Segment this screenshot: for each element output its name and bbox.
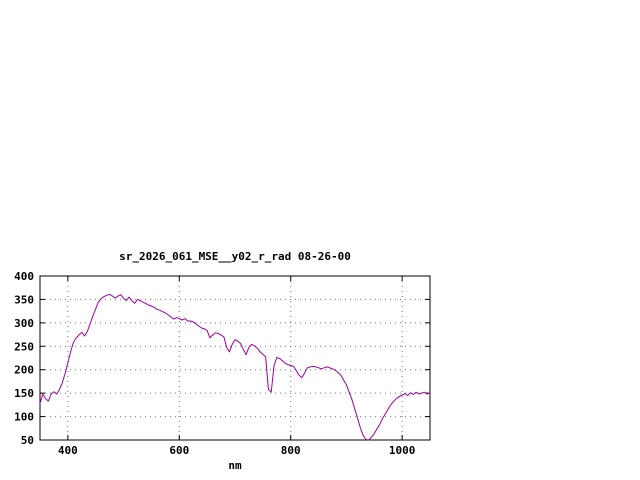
y-tick-label: 300 [14,317,34,330]
y-tick-label: 100 [14,411,34,424]
x-tick-label: 400 [58,444,78,457]
x-tick-label: 600 [169,444,189,457]
y-tick-label: 50 [21,434,34,447]
chart-title: sr_2026_061_MSE__y02_r_rad 08-26-00 [119,250,351,263]
y-tick-label: 150 [14,387,34,400]
x-axis-label: nm [228,459,242,472]
x-tick-label: 800 [281,444,301,457]
spectrum-line [39,293,431,441]
y-tick-label: 200 [14,364,34,377]
plot-border [39,275,431,441]
y-tick-label: 400 [14,270,34,283]
y-tick-label: 250 [14,340,34,353]
y-tick-label: 350 [14,293,34,306]
x-tick-label: 1000 [389,444,416,457]
